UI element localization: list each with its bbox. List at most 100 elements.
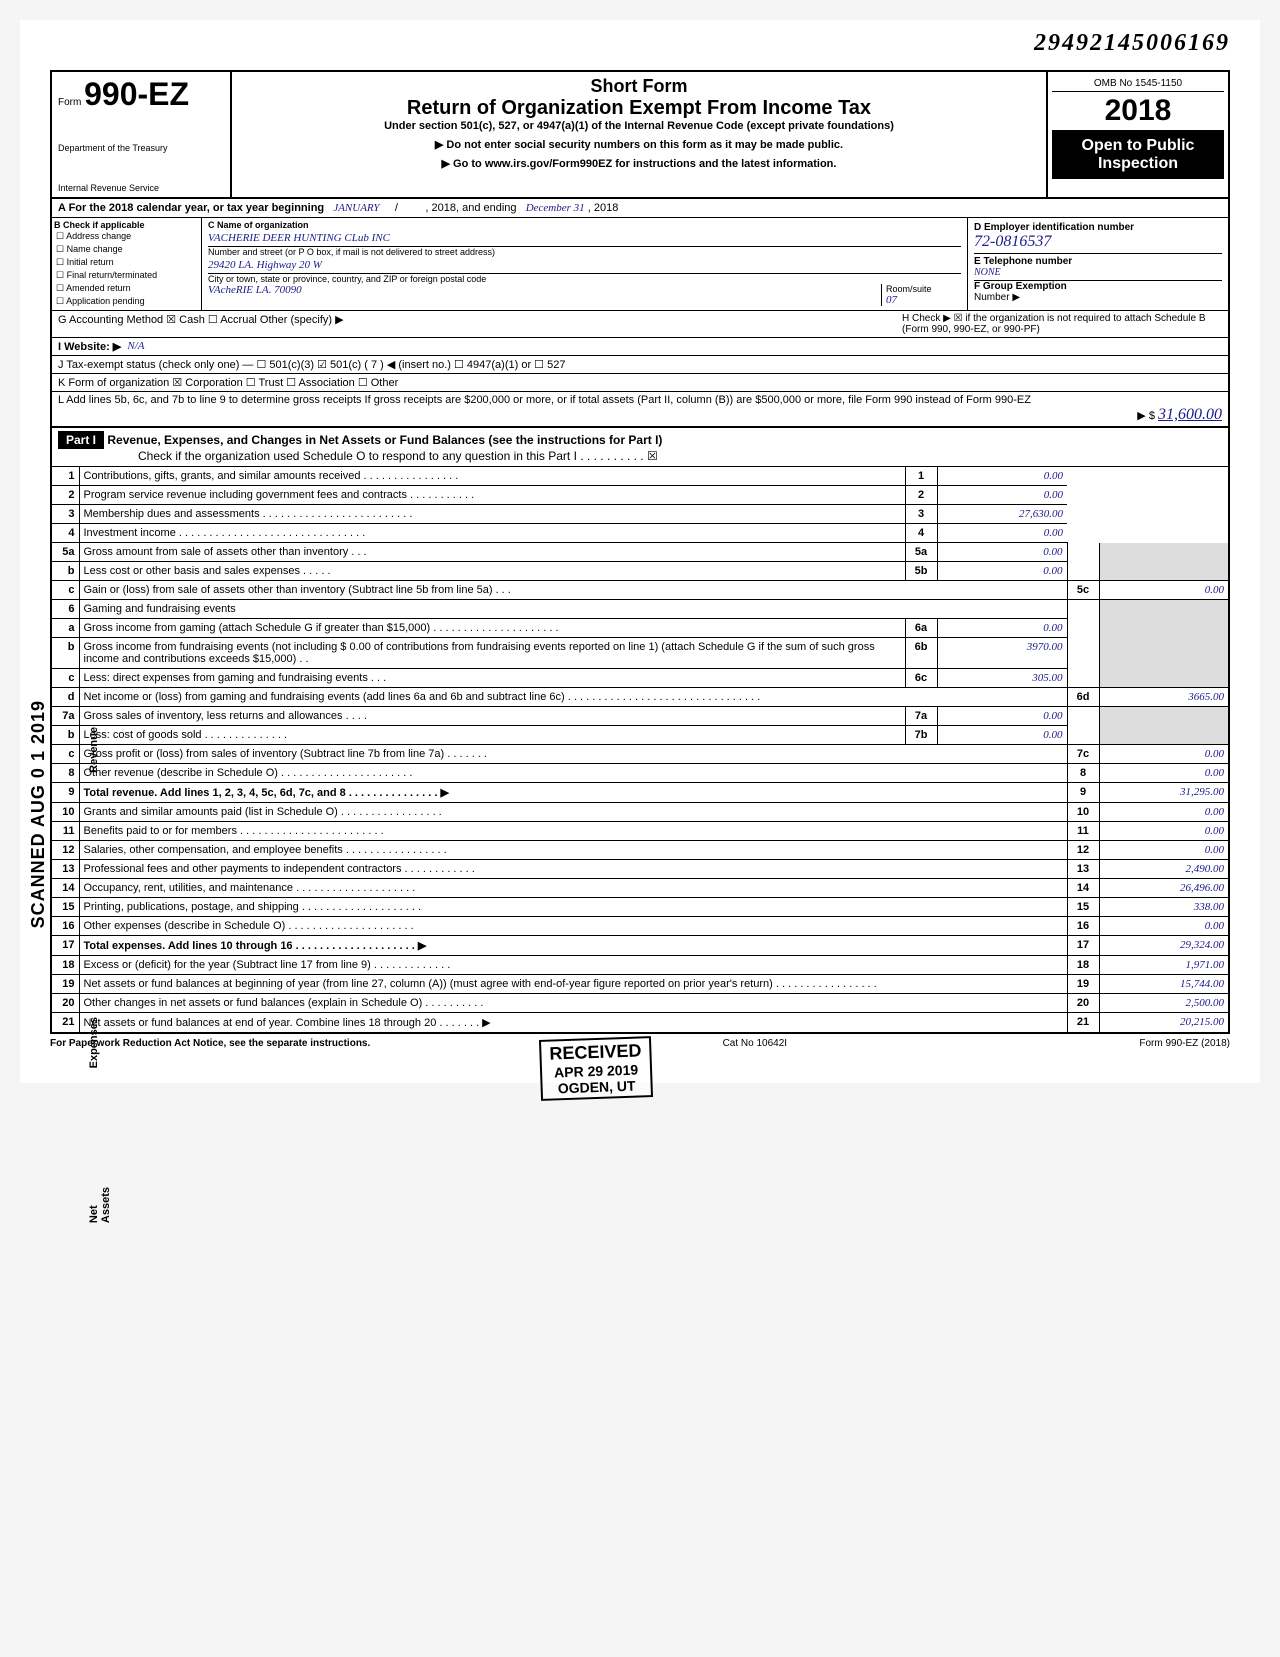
table-row: 9Total revenue. Add lines 1, 2, 3, 4, 5c… bbox=[51, 783, 1229, 803]
table-row: 11Benefits paid to or for members . . . … bbox=[51, 822, 1229, 841]
open-line1: Open to Public bbox=[1054, 137, 1222, 155]
row-l: L Add lines 5b, 6c, and 7b to line 9 to … bbox=[50, 392, 1230, 428]
header-center: Short Form Return of Organization Exempt… bbox=[232, 72, 1048, 197]
section-bcdef: B Check if applicable Address change Nam… bbox=[50, 218, 1230, 311]
k-form-org: K Form of organization ☒ Corporation ☐ T… bbox=[58, 376, 398, 389]
org-name: VACHERIE DEER HUNTING CLub INC bbox=[208, 230, 961, 247]
table-row: 3Membership dues and assessments . . . .… bbox=[51, 505, 1229, 524]
e-label: E Telephone number bbox=[974, 256, 1072, 267]
table-row: bLess cost or other basis and sales expe… bbox=[51, 562, 1229, 581]
table-row: 4Investment income . . . . . . . . . . .… bbox=[51, 524, 1229, 543]
check-amended[interactable]: Amended return bbox=[54, 282, 199, 295]
row-j: J Tax-exempt status (check only one) — ☐… bbox=[50, 356, 1230, 374]
scanned-stamp: SCANNED AUG 0 1 2019 bbox=[28, 700, 49, 928]
i-label: I Website: ▶ bbox=[58, 340, 121, 353]
form-header: Form 990-EZ Department of the Treasury I… bbox=[50, 70, 1230, 199]
c-label: C Name of organization bbox=[208, 220, 309, 230]
arrow-line-2: ▶ Go to www.irs.gov/Form990EZ for instru… bbox=[240, 157, 1038, 170]
form-label: Form bbox=[58, 97, 81, 108]
side-expenses: Expenses bbox=[88, 1017, 100, 1068]
table-row: 1Contributions, gifts, grants, and simil… bbox=[51, 467, 1229, 486]
received-loc: OGDEN, UT bbox=[550, 1077, 643, 1096]
check-name[interactable]: Name change bbox=[54, 243, 199, 256]
g-accounting: G Accounting Method ☒ Cash ☐ Accrual Oth… bbox=[58, 313, 902, 335]
col-c-org: C Name of organization VACHERIE DEER HUN… bbox=[202, 218, 968, 310]
form-page: 29492145006169 Form 990-EZ Department of… bbox=[20, 20, 1260, 1083]
city-label: City or town, state or province, country… bbox=[208, 274, 961, 284]
col-b-checkboxes: B Check if applicable Address change Nam… bbox=[52, 218, 202, 310]
omb-number: OMB No 1545-1150 bbox=[1052, 76, 1224, 92]
tax-year: 2018 bbox=[1052, 92, 1224, 131]
website: N/A bbox=[127, 340, 144, 353]
table-row: 5aGross amount from sale of assets other… bbox=[51, 543, 1229, 562]
top-doc-number: 29492145006169 bbox=[1034, 30, 1230, 57]
d-label: D Employer identification number bbox=[974, 222, 1134, 233]
table-row: 13Professional fees and other payments t… bbox=[51, 860, 1229, 879]
phone: NONE bbox=[974, 267, 1001, 278]
part1-header-row: Part I Revenue, Expenses, and Changes in… bbox=[50, 428, 1230, 467]
org-city: VAcheRIE LA. 70090 bbox=[208, 284, 881, 306]
table-row: 19Net assets or fund balances at beginni… bbox=[51, 975, 1229, 994]
open-line2: Inspection bbox=[1054, 155, 1222, 173]
received-stamp: RECEIVED APR 29 2019 OGDEN, UT bbox=[539, 1036, 653, 1101]
table-row: 15Printing, publications, postage, and s… bbox=[51, 898, 1229, 917]
col-def: D Employer identification number 72-0816… bbox=[968, 218, 1228, 310]
h-schedule-b: H Check ▶ ☒ if the organization is not r… bbox=[902, 313, 1222, 335]
table-row: aGross income from gaming (attach Schedu… bbox=[51, 619, 1229, 638]
table-row: 14Occupancy, rent, utilities, and mainte… bbox=[51, 879, 1229, 898]
table-row: 18Excess or (deficit) for the year (Subt… bbox=[51, 956, 1229, 975]
sub-title: Under section 501(c), 527, or 4947(a)(1)… bbox=[240, 120, 1038, 132]
header-left: Form 990-EZ Department of the Treasury I… bbox=[52, 72, 232, 197]
l-amount: 31,600.00 bbox=[1158, 406, 1222, 423]
addr-label: Number and street (or P O box, if mail i… bbox=[208, 247, 961, 257]
table-row: 2Program service revenue including gover… bbox=[51, 486, 1229, 505]
dept-treasury: Department of the Treasury bbox=[58, 143, 224, 153]
row-a: A For the 2018 calendar year, or tax yea… bbox=[50, 199, 1230, 218]
room-suite: 07 bbox=[886, 294, 961, 306]
table-row: 21Net assets or fund balances at end of … bbox=[51, 1013, 1229, 1034]
table-row: 16Other expenses (describe in Schedule O… bbox=[51, 917, 1229, 936]
row-k: K Form of organization ☒ Corporation ☐ T… bbox=[50, 374, 1230, 392]
f-label2: Number ▶ bbox=[974, 292, 1020, 303]
table-row: 12Salaries, other compensation, and empl… bbox=[51, 841, 1229, 860]
j-tax-exempt: J Tax-exempt status (check only one) — ☐… bbox=[58, 358, 565, 371]
l-text: L Add lines 5b, 6c, and 7b to line 9 to … bbox=[58, 394, 1031, 406]
check-address[interactable]: Address change bbox=[54, 230, 199, 243]
side-netassets: Net Assets bbox=[88, 1187, 112, 1223]
ein: 72-0816537 bbox=[974, 233, 1051, 250]
part1-label: Part I bbox=[58, 431, 104, 449]
table-row: bLess: cost of goods sold . . . . . . . … bbox=[51, 726, 1229, 745]
row-a-end-year: , 2018 bbox=[588, 202, 619, 214]
header-right: OMB No 1545-1150 2018 Open to Public Ins… bbox=[1048, 72, 1228, 197]
table-row: cGain or (loss) from sale of assets othe… bbox=[51, 581, 1229, 600]
check-pending[interactable]: Application pending bbox=[54, 295, 199, 308]
form-number: 990-EZ bbox=[84, 76, 189, 112]
return-title: Return of Organization Exempt From Incom… bbox=[240, 97, 1038, 120]
footer-right: Form 990-EZ (2018) bbox=[1139, 1038, 1230, 1049]
year-begin: JANUARY bbox=[333, 202, 379, 214]
f-label: F Group Exemption bbox=[974, 281, 1067, 292]
side-revenue: Revenue bbox=[88, 727, 100, 773]
part1-title: Revenue, Expenses, and Changes in Net As… bbox=[107, 433, 662, 447]
table-row: cGross profit or (loss) from sales of in… bbox=[51, 745, 1229, 764]
l-arrow: ▶ $ bbox=[1137, 410, 1155, 422]
b-label: B Check if applicable bbox=[54, 220, 145, 230]
row-a-label: A For the 2018 calendar year, or tax yea… bbox=[58, 202, 324, 214]
row-a-mid: , 2018, and ending bbox=[425, 202, 516, 214]
arrow-line-1: ▶ Do not enter social security numbers o… bbox=[240, 138, 1038, 151]
open-to-public: Open to Public Inspection bbox=[1052, 131, 1224, 179]
part1-check: Check if the organization used Schedule … bbox=[58, 449, 1222, 463]
table-row: 10Grants and similar amounts paid (list … bbox=[51, 803, 1229, 822]
part1-table: 1Contributions, gifts, grants, and simil… bbox=[50, 467, 1230, 1034]
dept-irs: Internal Revenue Service bbox=[58, 183, 224, 193]
table-row: 20Other changes in net assets or fund ba… bbox=[51, 994, 1229, 1013]
table-row: 8Other revenue (describe in Schedule O) … bbox=[51, 764, 1229, 783]
row-g: G Accounting Method ☒ Cash ☐ Accrual Oth… bbox=[50, 311, 1230, 338]
row-i: I Website: ▶ N/A bbox=[50, 338, 1230, 356]
table-row: 6Gaming and fundraising events bbox=[51, 600, 1229, 619]
table-row: dNet income or (loss) from gaming and fu… bbox=[51, 688, 1229, 707]
check-initial[interactable]: Initial return bbox=[54, 256, 199, 269]
table-row: 7aGross sales of inventory, less returns… bbox=[51, 707, 1229, 726]
check-final[interactable]: Final return/terminated bbox=[54, 269, 199, 282]
table-row: 17Total expenses. Add lines 10 through 1… bbox=[51, 936, 1229, 956]
